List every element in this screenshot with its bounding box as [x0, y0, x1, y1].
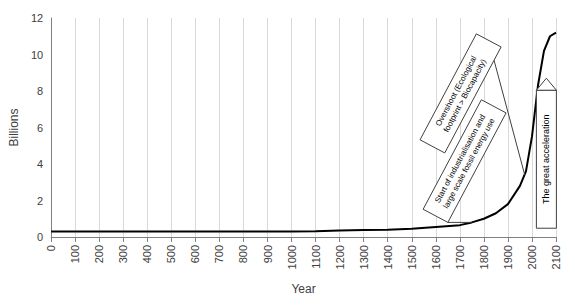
svg-text:2000: 2000: [526, 245, 538, 269]
svg-text:0: 0: [37, 231, 43, 243]
svg-text:1600: 1600: [430, 245, 442, 269]
svg-text:300: 300: [117, 245, 129, 263]
svg-text:large scale fossil energy use: large scale fossil energy use: [441, 116, 497, 210]
svg-text:700: 700: [213, 245, 225, 263]
svg-text:600: 600: [189, 245, 201, 263]
svg-text:10: 10: [31, 49, 43, 61]
svg-text:4: 4: [37, 158, 43, 170]
svg-text:2: 2: [37, 195, 43, 207]
svg-text:Year: Year: [291, 282, 315, 296]
svg-text:1900: 1900: [502, 245, 514, 269]
svg-text:1000: 1000: [286, 245, 298, 269]
svg-text:1400: 1400: [382, 245, 394, 269]
svg-text:The great acceleration: The great acceleration: [541, 114, 551, 204]
svg-text:500: 500: [165, 245, 177, 263]
svg-text:8: 8: [37, 85, 43, 97]
svg-text:1300: 1300: [358, 245, 370, 269]
svg-text:12: 12: [31, 12, 43, 24]
svg-text:400: 400: [141, 245, 153, 263]
svg-text:800: 800: [237, 245, 249, 263]
svg-text:2100: 2100: [550, 245, 562, 269]
svg-text:1200: 1200: [334, 245, 346, 269]
svg-text:6: 6: [37, 122, 43, 134]
svg-text:1100: 1100: [310, 245, 322, 269]
svg-text:1800: 1800: [478, 245, 490, 269]
svg-text:footprint > Biocapacity): footprint > Biocapacity): [442, 57, 488, 133]
svg-text:Start of industrialisation and: Start of industrialisation and: [433, 113, 488, 205]
svg-text:200: 200: [93, 245, 105, 263]
svg-text:Overshoot (Ecological: Overshoot (Ecological: [433, 54, 479, 128]
svg-text:1700: 1700: [454, 245, 466, 269]
svg-text:Billions: Billions: [7, 108, 21, 146]
svg-text:0: 0: [45, 245, 57, 251]
svg-text:100: 100: [69, 245, 81, 263]
svg-text:1500: 1500: [406, 245, 418, 269]
svg-text:900: 900: [262, 245, 274, 263]
